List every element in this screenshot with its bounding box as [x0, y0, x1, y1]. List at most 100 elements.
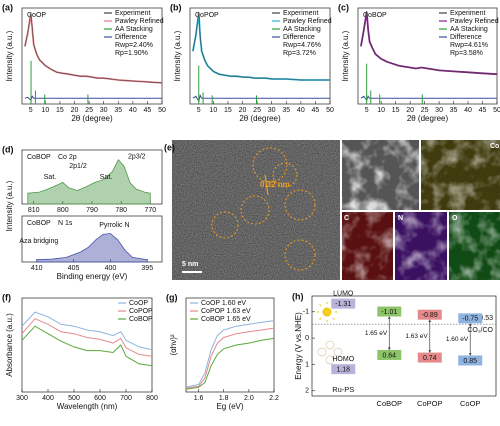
y-axis-label: Energy (V vs.NHE): [294, 312, 303, 380]
panel-label: (g): [166, 292, 178, 302]
annotation: Sat.: [100, 174, 113, 181]
legend-label: AA Stacking: [283, 26, 321, 33]
spectrum-name: N 1s: [58, 220, 73, 227]
energy-level: [331, 364, 356, 375]
annotation: Sat.: [44, 174, 57, 181]
energy-level: [458, 313, 483, 324]
x-tick-label: 5: [197, 107, 201, 114]
legend-label: CoPOP 1.63 eV: [201, 308, 251, 315]
x-tick-label: 800: [57, 207, 69, 214]
domain-circles: [211, 147, 316, 271]
energy-level: [458, 355, 483, 366]
x-tick-label: 10: [41, 107, 49, 114]
y-axis-label: Absorbance (a.u.): [5, 313, 14, 377]
x-tick-label: 600: [94, 395, 106, 402]
reference-name: CO₂/CO: [467, 327, 493, 334]
sem-texture: [342, 140, 419, 210]
x-axis-label: 2θ (degree): [71, 114, 113, 123]
x-tick-label: 1.8: [219, 395, 229, 402]
level-label: -0.89: [422, 312, 438, 319]
x-tick-label: 700: [120, 395, 132, 402]
annotation: Pyrrolic N: [99, 222, 129, 229]
legend-label: Pawley Refined: [450, 18, 499, 25]
energy-level: [331, 298, 356, 309]
annotation: Rp=3.72%: [283, 50, 316, 57]
x-tick-label: 500: [68, 395, 80, 402]
y-tick-label: -1: [303, 309, 309, 316]
x-tick-label: 25: [85, 107, 93, 114]
x-tick-label: 15: [224, 107, 232, 114]
x-tick-label: 410: [31, 265, 43, 272]
x-tick-label: 45: [479, 107, 487, 114]
category-label: CoBOP: [377, 399, 402, 408]
annotation: Rp=3.58%: [450, 50, 483, 57]
panel-label: (h): [292, 291, 304, 301]
series-line: [185, 320, 275, 388]
spectrum-name: Co 2p: [58, 154, 77, 161]
panel-label: (a): [2, 2, 13, 12]
series-line: [185, 327, 275, 389]
legend-label: CoOP: [129, 300, 148, 307]
category-label: Ru-PS: [332, 385, 354, 394]
spectrum-area: [27, 158, 151, 205]
series-line: [192, 94, 330, 103]
level-label: -1.01: [381, 309, 397, 316]
series-line: [21, 318, 153, 357]
y-axis-label: Intensity (a.u.): [173, 30, 182, 81]
plot-frame: [311, 295, 497, 397]
x-tick-label: 25: [253, 107, 261, 114]
energy-level: [377, 306, 402, 317]
legend-label: AA Stacking: [115, 26, 153, 33]
x-tick-label: 5: [29, 107, 33, 114]
annotation: 2p3/2: [128, 153, 146, 160]
x-tick-label: 50: [493, 107, 500, 114]
x-axis-label: Wavelength (nm): [57, 402, 118, 411]
legend-label: AA Stacking: [450, 26, 488, 33]
x-tick-label: 40: [464, 107, 472, 114]
spectrum-area: [36, 233, 148, 263]
level-label: -1.31: [335, 301, 351, 308]
category-label: CoOP: [460, 399, 480, 408]
level-label: 0.74: [423, 355, 437, 362]
lattice-arrow: [264, 174, 269, 196]
map-label: C: [344, 215, 349, 222]
lattice-label: 0.32 nm: [260, 180, 290, 189]
category-label: CoPOP: [417, 399, 442, 408]
legend-label: CoBOP: [129, 316, 153, 323]
x-tick-label: 35: [114, 107, 122, 114]
legend-label: Difference: [283, 34, 315, 41]
panel-label: (b): [170, 2, 182, 12]
panel-label: (d): [2, 144, 14, 154]
x-tick-label: 30: [100, 107, 108, 114]
energy-level: [417, 352, 442, 363]
series-line: [24, 12, 163, 84]
level-label: -0.75: [462, 316, 478, 323]
x-tick-label: 800: [146, 395, 158, 402]
gap-label: 1.60 eV: [446, 336, 469, 343]
tem-texture: [172, 140, 340, 280]
x-tick-label: 40: [297, 107, 305, 114]
x-tick-label: 35: [450, 107, 458, 114]
plot-frame: [21, 297, 153, 393]
y-tick-label: 1: [305, 361, 309, 368]
plot-frame: [21, 7, 163, 105]
x-tick-label: 405: [68, 265, 80, 272]
panel-label: (c): [338, 2, 349, 12]
legend-label: Pawley Refined: [115, 18, 164, 25]
x-tick-label: 20: [239, 107, 247, 114]
level-name: HOMO: [332, 356, 354, 363]
x-tick-label: 45: [144, 107, 152, 114]
y-axis-label: (αhν)²: [169, 334, 178, 355]
scale-label: 5 nm: [182, 261, 198, 268]
x-tick-label: 780: [115, 207, 127, 214]
x-axis-label: 2θ (degree): [407, 114, 449, 123]
x-tick-label: 395: [141, 265, 153, 272]
x-tick-label: 400: [42, 395, 54, 402]
series-line: [24, 95, 162, 102]
level-label: 0.64: [382, 352, 396, 359]
map-label: O: [452, 215, 458, 222]
series-line: [192, 11, 330, 81]
legend-label: Pawley Refined: [283, 18, 332, 25]
x-tick-label: 45: [312, 107, 320, 114]
